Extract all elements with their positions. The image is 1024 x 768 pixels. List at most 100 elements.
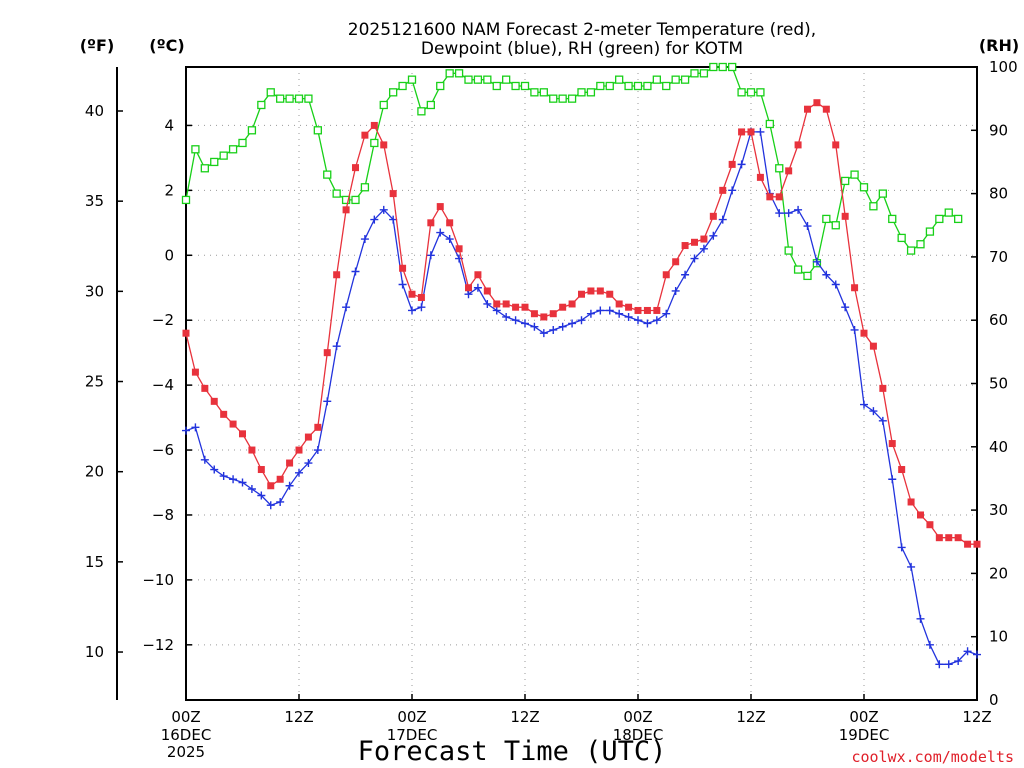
dewpoint-point [558, 322, 567, 331]
credit-text: coolwx.com/modelts [851, 748, 1014, 766]
temperature-point [267, 482, 275, 490]
temperature-point [352, 164, 359, 172]
fahrenheit-tick-label: 20 [85, 463, 104, 481]
dewpoint-point [511, 316, 520, 325]
rh-point [652, 75, 661, 84]
rh-point [944, 208, 953, 217]
rh-point [549, 94, 558, 103]
temperature-point [239, 430, 246, 438]
temperature-point [257, 466, 265, 474]
fahrenheit-tick-label: 30 [85, 282, 104, 300]
temperature-point [220, 410, 228, 418]
temperature-point [201, 384, 209, 392]
temperature-point [935, 534, 943, 542]
temperature-point [540, 313, 548, 321]
temperature-point [210, 397, 218, 405]
dewpoint-point [445, 235, 454, 244]
temperature-point [615, 300, 623, 308]
dewpoint-point [699, 244, 708, 253]
rh-point [285, 94, 294, 103]
temperature-point [342, 206, 350, 214]
temperature-point [775, 193, 783, 201]
dewpoint-point [907, 562, 916, 571]
rh-point [370, 138, 379, 148]
temperature-point [888, 440, 896, 448]
rh-point [916, 240, 925, 249]
dewpoint-point [568, 319, 577, 328]
fahrenheit-tick-label: 35 [85, 192, 104, 210]
temperature-point [973, 540, 981, 548]
dewpoint-point [869, 407, 878, 416]
rh-point [567, 94, 577, 103]
chart-title-line1: 2025121600 NAM Forecast 2-meter Temperat… [348, 20, 816, 40]
dewpoint-point [436, 228, 445, 237]
temperature-point [361, 131, 369, 139]
dewpoint-point [464, 290, 473, 299]
x-tick-date-label: 16DEC [161, 726, 212, 744]
temperature-point [879, 384, 887, 392]
temperature-point [549, 310, 557, 318]
rh-point [436, 81, 445, 91]
temperature-point [785, 167, 793, 175]
rh-point [662, 81, 671, 91]
rh-point [389, 88, 398, 97]
temperature-point [446, 219, 454, 227]
temperature-point [276, 475, 284, 483]
rh-point [502, 75, 511, 84]
rh-point [709, 62, 718, 72]
dewpoint-point [690, 254, 699, 263]
dewpoint-point [229, 475, 238, 484]
dewpoint-point [285, 481, 294, 490]
rh-point [473, 75, 483, 84]
dewpoint-point [973, 650, 981, 659]
temperature-point [672, 258, 680, 266]
dewpoint-point [398, 280, 407, 289]
temperature-point [304, 433, 312, 441]
rh-point [737, 88, 746, 97]
dewpoint-point [266, 501, 275, 510]
rh-tick-label: 80 [989, 185, 1008, 203]
dewpoint-point [483, 299, 492, 308]
rh-point [530, 88, 539, 97]
dewpoint-point [323, 397, 332, 406]
rh-point [615, 75, 624, 84]
x-tick-date-label: 17DEC [387, 726, 438, 744]
rh-point [454, 69, 464, 78]
dewpoint-point [634, 316, 642, 325]
rh-point [775, 164, 784, 173]
dewpoint-point [784, 209, 793, 218]
temperature-point [417, 293, 425, 301]
temperature-point [804, 105, 811, 113]
temperature-point [709, 212, 717, 220]
rh-point [728, 62, 737, 72]
dewpoint-point [812, 257, 821, 266]
dewpoint-point [681, 270, 690, 279]
celsius-tick-label: −10 [142, 571, 174, 589]
temperature-point [389, 190, 397, 198]
dewpoint-point [295, 468, 303, 477]
rh-tick-label: 60 [989, 311, 1008, 329]
dewpoint-point [794, 205, 803, 214]
temperature-point [502, 300, 510, 308]
temperature-point [333, 271, 341, 279]
rh-tick-label: 10 [989, 628, 1008, 646]
x-tick-date-label: 19DEC [839, 726, 890, 744]
dewpoint-point [313, 446, 322, 455]
rh-point [793, 265, 803, 274]
x-tick-label: 12Z [284, 708, 313, 726]
rh-point [859, 183, 869, 192]
dewpoint-point [596, 306, 605, 315]
dewpoint-point [426, 251, 435, 260]
temperature-point [370, 121, 378, 129]
rh-point [718, 62, 727, 72]
temperature-point [380, 141, 388, 149]
temperature-point [643, 306, 651, 314]
dewpoint-point [671, 286, 680, 295]
temperature-point [907, 498, 915, 506]
temperature-point [917, 511, 924, 519]
rh-point [238, 138, 247, 148]
dewpoint-point [379, 205, 388, 214]
rh-point [925, 227, 935, 236]
dewpoint-point [182, 426, 190, 435]
x-tick-label: 00Z [397, 708, 426, 726]
